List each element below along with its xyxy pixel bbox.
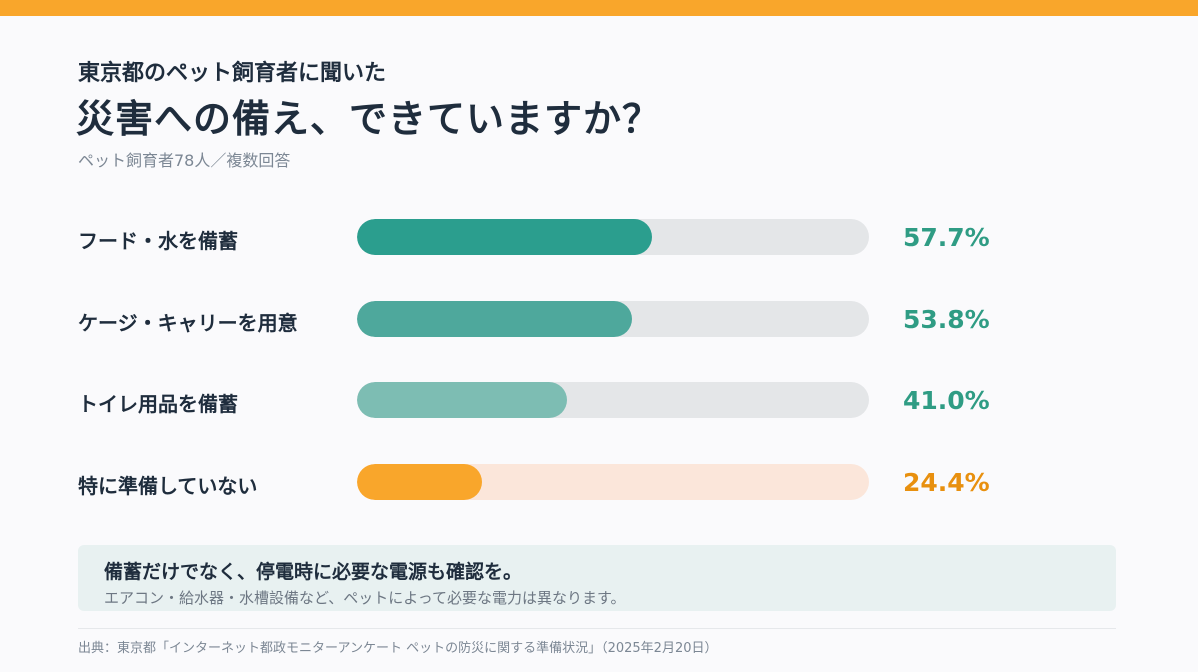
callout-title: 備蓄だけでなく、停電時に必要な電源も確認を。 — [104, 561, 523, 583]
callout-box: 備蓄だけでなく、停電時に必要な電源も確認を。 エアコン・給水器・水槽設備など、ペ… — [78, 545, 1116, 611]
bar-value-label: 41.0% — [903, 386, 990, 415]
bar — [357, 463, 482, 500]
bar-row: トイレ用品を備蓄 41.0% — [0, 380, 1198, 420]
bar-value-label: 53.8% — [903, 304, 990, 334]
bar-value-label: 57.7% — [903, 223, 990, 252]
callout-text: エアコン・給水器・水槽設備など、ペットによって必要な電力は異なります。 — [104, 589, 626, 607]
survey-note: ペット飼育者78人／複数回答 — [78, 151, 291, 170]
bar-track — [357, 219, 869, 255]
bar-row: 特に準備していない 24.4% — [0, 462, 1198, 502]
bar-value-label: 24.4% — [903, 467, 990, 497]
top-accent-bar — [0, 0, 1198, 16]
bar-row: ケージ・キャリーを用意 53.8% — [0, 299, 1198, 339]
bar-label: トイレ用品を備蓄 — [78, 392, 238, 416]
bar — [357, 300, 633, 337]
bar-label: フード・水を備蓄 — [78, 229, 238, 253]
chart-subtitle: 東京都のペット飼育者に聞いた — [78, 61, 387, 86]
bar-track — [357, 300, 869, 337]
bar-track — [357, 382, 869, 418]
bar — [357, 382, 567, 418]
chart-title: 災害への備え、できていますか？ — [76, 97, 662, 141]
bar-row: フード・水を備蓄 57.7% — [0, 217, 1198, 257]
bar-label: 特に準備していない — [78, 473, 258, 498]
bar-track — [357, 463, 869, 500]
bar — [357, 219, 653, 255]
divider — [78, 628, 1116, 629]
source-note: 出典：東京都「インターネット都政モニターアンケート ペットの防災に関する準備状況… — [78, 641, 718, 656]
bar-label: ケージ・キャリーを用意 — [78, 310, 298, 335]
